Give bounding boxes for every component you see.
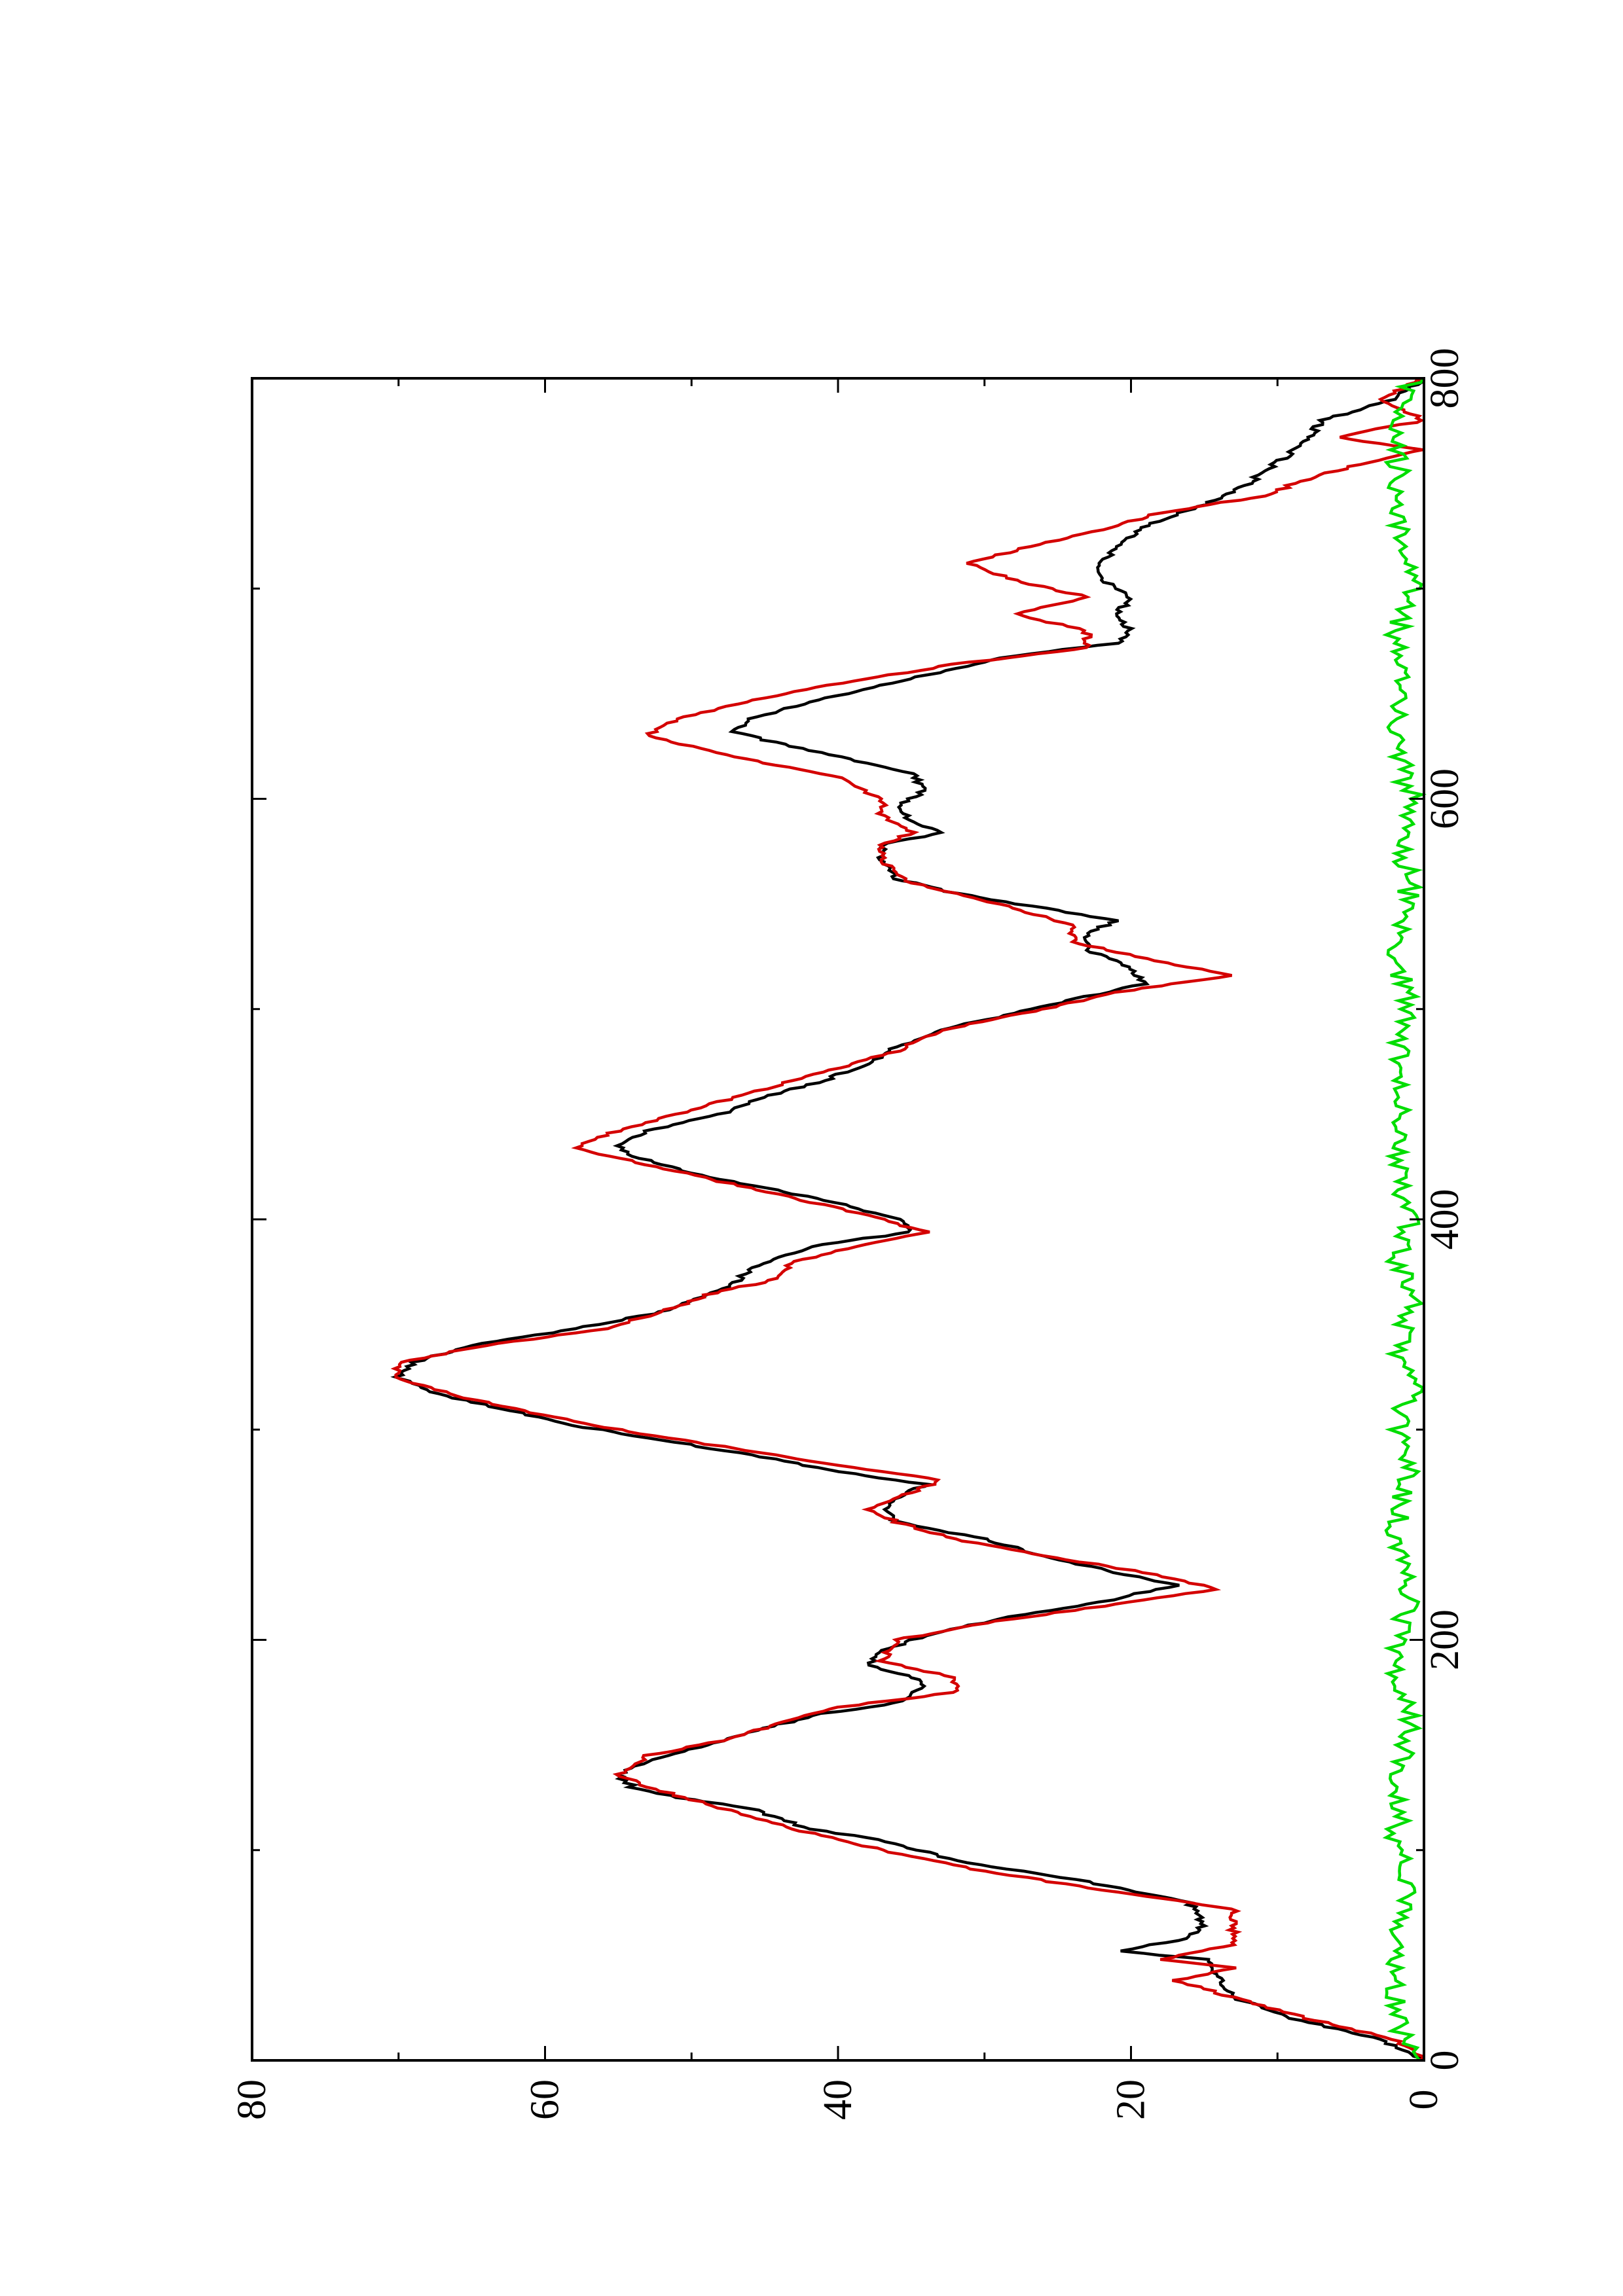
y-tick-label: 80 xyxy=(230,2079,274,2120)
x-tick-label: 0 xyxy=(1423,2051,1467,2071)
y-tick-label: 40 xyxy=(816,2079,860,2120)
x-tick-label: 600 xyxy=(1423,768,1467,829)
series-line-2 xyxy=(390,376,1425,2062)
series-layer xyxy=(390,376,1427,2062)
x-tick-label: 800 xyxy=(1423,348,1467,409)
tick-layer xyxy=(251,377,1425,2062)
plot-frame xyxy=(251,377,1425,2062)
series-line-1 xyxy=(390,376,1425,2062)
y-tick-label: 0 xyxy=(1402,2090,1446,2110)
y-tick-label: 20 xyxy=(1109,2079,1154,2120)
x-tick-label: 200 xyxy=(1423,1609,1467,1670)
label-layer: 0 200 400 600 800 0 20 40 60 80 xyxy=(230,348,1467,2121)
y-tick-label: 60 xyxy=(523,2079,568,2120)
x-tick-label: 400 xyxy=(1423,1189,1467,1250)
